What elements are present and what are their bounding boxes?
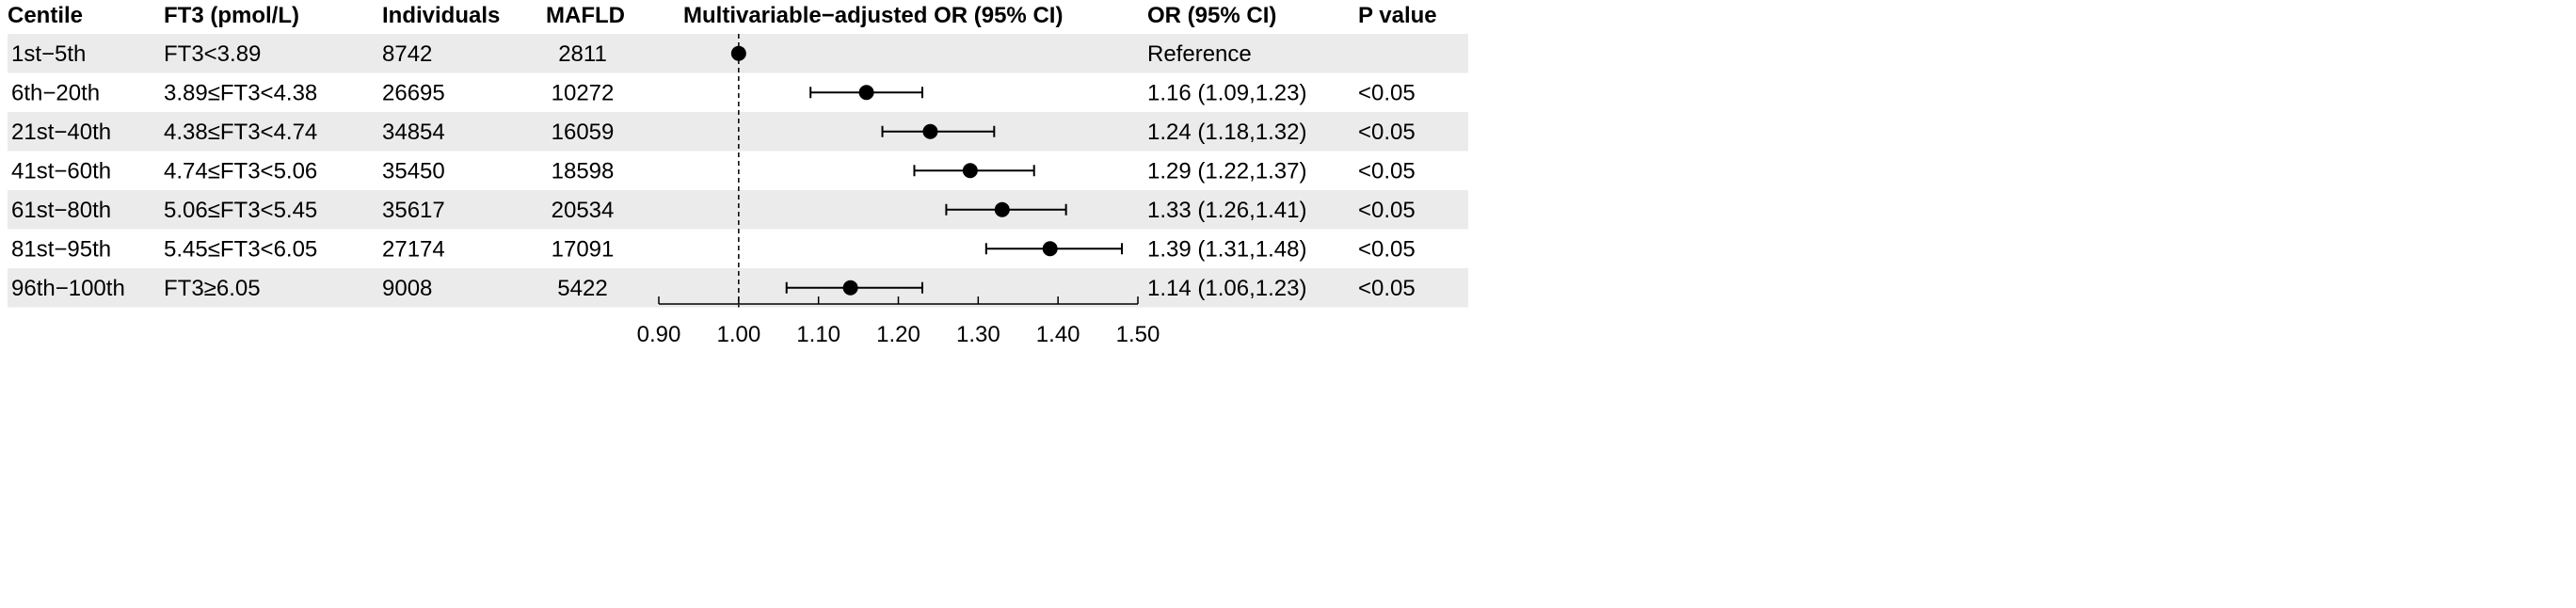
cell-individuals: 8742 [382,41,432,67]
header-mafld: MAFLD [546,3,625,28]
header-p-value: P value [1358,3,1437,28]
x-tick-label: 1.50 [1116,322,1160,347]
cell-centile: 41st−60th [11,158,111,184]
cell-centile: 21st−40th [11,120,111,145]
or-point [858,85,874,101]
cell-ft3: 5.45≤FT3<6.05 [164,236,317,262]
cell-mafld: 18598 [552,158,615,184]
header-or-ci: OR (95% CI) [1147,3,1276,28]
cell-individuals: 27174 [382,236,445,262]
x-axis: 0.90 1.00 1.10 1.20 1.30 1.40 1.50 [637,296,1160,347]
cell-individuals: 35617 [382,198,445,223]
cell-p: <0.05 [1358,276,1416,301]
row-band [8,268,1468,308]
table-cells: 1st−5th FT3<3.89 8742 2811 Reference 6th−20th… [11,41,1416,301]
cell-or-ci: 1.33 (1.26,1.41) [1147,198,1306,223]
cell-centile: 61st−80th [11,198,111,223]
x-tick-label: 0.90 [637,322,681,347]
cell-p: <0.05 [1358,236,1416,262]
cell-individuals: 35450 [382,158,445,184]
cell-centile: 81st−95th [11,236,111,262]
or-point [994,201,1010,217]
cell-centile: 6th−20th [11,80,100,105]
header-centile: Centile [8,3,83,28]
or-point [962,163,978,179]
x-tick-label: 1.40 [1036,322,1080,347]
cell-ft3: 5.06≤FT3<5.45 [164,198,317,223]
header-ft3: FT3 (pmol/L) [164,3,299,28]
x-tick-label: 1.00 [716,322,760,347]
or-point [730,45,746,61]
or-point [1042,241,1058,257]
cell-mafld: 16059 [552,120,615,145]
cell-ft3: 4.74≤FT3<5.06 [164,158,317,184]
row-band [8,190,1468,230]
cell-ft3: FT3<3.89 [164,41,261,67]
cell-mafld: 10272 [552,80,615,105]
x-tick-label: 1.20 [876,322,920,347]
cell-or-ci: Reference [1147,41,1252,67]
cell-or-ci: 1.39 (1.31,1.48) [1147,236,1306,262]
or-marks [730,45,1124,296]
cell-p: <0.05 [1358,120,1416,145]
cell-centile: 96th−100th [11,276,125,301]
header-plot: Multivariable−adjusted OR (95% CI) [683,3,1063,28]
cell-p: <0.05 [1358,198,1416,223]
x-tick-label: 1.10 [796,322,840,347]
cell-mafld: 17091 [552,236,615,262]
cell-p: <0.05 [1358,80,1416,105]
cell-p: <0.05 [1358,158,1416,184]
cell-individuals: 9008 [382,276,432,301]
cell-ft3: 3.89≤FT3<4.38 [164,80,317,105]
forest-plot: Centile FT3 (pmol/L) Individuals MAFLD M… [8,3,1468,347]
cell-individuals: 26695 [382,80,445,105]
cell-mafld: 2811 [558,41,607,67]
x-tick-label: 1.30 [956,322,1000,347]
or-point [842,280,858,296]
cell-or-ci: 1.29 (1.22,1.37) [1147,158,1306,184]
cell-individuals: 34854 [382,120,445,145]
cell-or-ci: 1.24 (1.18,1.32) [1147,120,1306,145]
cell-ft3: 4.38≤FT3<4.74 [164,120,317,145]
row-band [8,112,1468,152]
or-point [922,123,938,139]
table-header: Centile FT3 (pmol/L) Individuals MAFLD M… [8,3,1437,28]
cell-ft3: FT3≥6.05 [164,276,261,301]
header-individuals: Individuals [382,3,500,28]
cell-or-ci: 1.16 (1.09,1.23) [1147,80,1306,105]
row-bands [8,34,1468,308]
cell-or-ci: 1.14 (1.06,1.23) [1147,276,1306,301]
cell-mafld: 5422 [557,276,607,301]
cell-mafld: 20534 [552,198,615,223]
cell-centile: 1st−5th [11,41,86,67]
